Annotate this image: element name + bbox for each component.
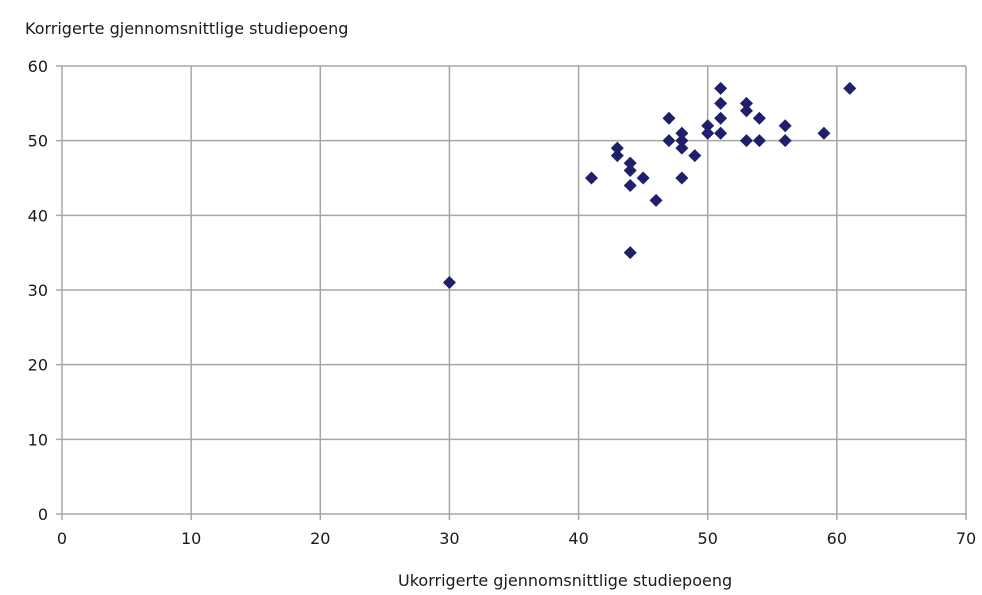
y-tick-label: 40 [28, 206, 48, 225]
y-tick-label: 60 [28, 57, 48, 76]
data-point [675, 134, 689, 148]
data-point [623, 246, 637, 260]
data-point [610, 149, 624, 163]
data-point [714, 96, 728, 110]
data-point [778, 134, 792, 148]
data-point [675, 126, 689, 140]
data-point [623, 156, 637, 170]
x-tick-label: 30 [439, 529, 459, 548]
data-point [752, 111, 766, 125]
data-point [739, 134, 753, 148]
data-point [739, 104, 753, 118]
y-axis-title: Korrigerte gjennomsnittlige studiepoeng [25, 19, 349, 38]
data-point [662, 134, 676, 148]
x-tick-label: 50 [698, 529, 718, 548]
y-tick-label: 50 [28, 132, 48, 151]
x-tick-label: 70 [956, 529, 976, 548]
data-point [714, 111, 728, 125]
x-axis-title: Ukorrigerte gjennomsnittlige studiepoeng [398, 571, 733, 590]
data-point [843, 81, 857, 95]
data-point [584, 171, 598, 185]
y-tick-label: 30 [28, 281, 48, 300]
y-tick-label: 10 [28, 430, 48, 449]
x-tick-label: 10 [181, 529, 201, 548]
data-point [649, 193, 663, 207]
data-point [636, 171, 650, 185]
x-tick-label: 0 [57, 529, 67, 548]
data-point [442, 276, 456, 290]
data-point [623, 178, 637, 192]
x-tick-label: 60 [827, 529, 847, 548]
data-point [714, 126, 728, 140]
y-tick-label: 20 [28, 356, 48, 375]
data-point [701, 126, 715, 140]
data-point [752, 134, 766, 148]
data-point [739, 96, 753, 110]
data-point [714, 81, 728, 95]
data-point [662, 111, 676, 125]
data-point [688, 149, 702, 163]
data-point [623, 164, 637, 178]
data-point [675, 171, 689, 185]
x-tick-label: 20 [310, 529, 330, 548]
data-point [778, 119, 792, 133]
data-point [817, 126, 831, 140]
x-tick-label: 40 [568, 529, 588, 548]
data-point [675, 141, 689, 155]
data-point [610, 141, 624, 155]
y-tick-label: 0 [38, 505, 48, 524]
data-point [701, 119, 715, 133]
